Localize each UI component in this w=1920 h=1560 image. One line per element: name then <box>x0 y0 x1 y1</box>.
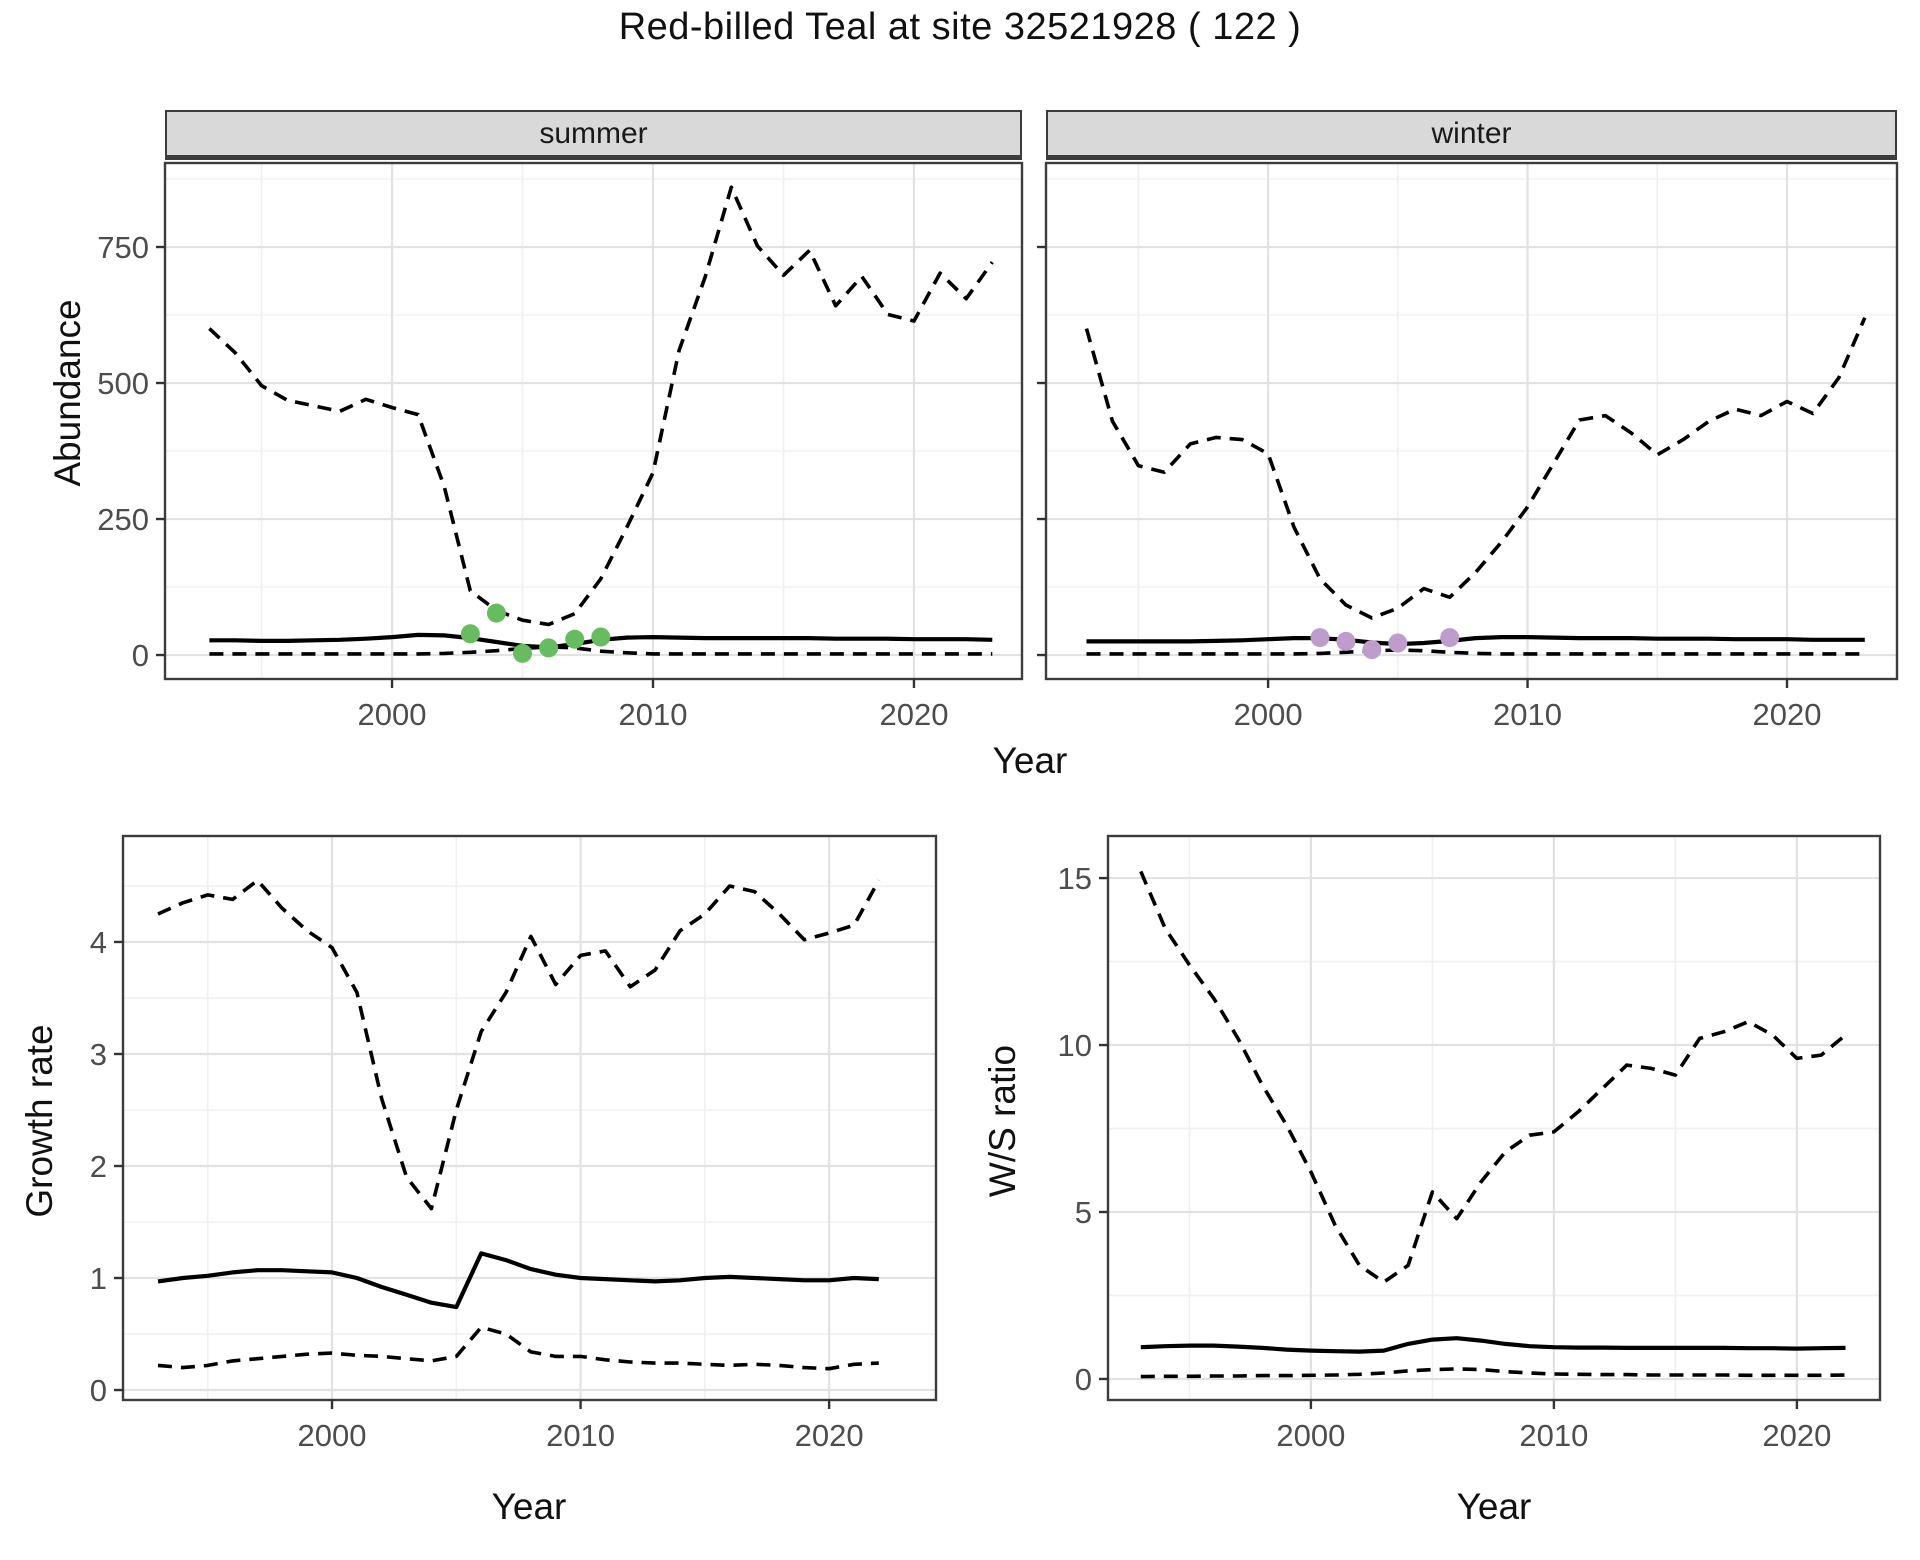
x-tick-label: 2010 <box>1493 697 1562 732</box>
observed-count-points <box>1440 628 1460 648</box>
y-tick-label: 3 <box>90 1037 107 1072</box>
x-tick-label: 2020 <box>1762 1418 1831 1453</box>
ws_ratio-panel <box>1108 836 1880 1400</box>
abundance_winter-ci_upper-line <box>1084 316 1867 620</box>
facet-strip-summer: summer <box>165 110 1022 160</box>
y-tick-label: 0 <box>132 638 149 673</box>
growth_rate-panel <box>123 836 936 1400</box>
y-axis-title-growth-rate: Growth rate <box>19 1024 60 1218</box>
plot-title: Red-billed Teal at site 32521928 ( 122 ) <box>618 6 1302 48</box>
y-tick-label: 2 <box>90 1149 107 1184</box>
ws_ratio-ci_upper-line <box>1139 870 1847 1284</box>
abundance_winter-panel <box>1046 163 1897 679</box>
y-tick-label: 250 <box>97 502 149 537</box>
observed-count-points <box>1310 628 1330 648</box>
observed-count-points <box>565 629 585 649</box>
ws_ratio-panel-border <box>1106 834 1882 1402</box>
y-tick-label: 15 <box>1058 861 1092 896</box>
observed-count-points <box>591 627 611 647</box>
x-tick-label: 2020 <box>795 1418 864 1453</box>
growth_rate-ci_upper-line <box>157 878 881 1211</box>
observed-count-points <box>486 603 506 623</box>
abundance_winter-median-line <box>1086 635 1865 647</box>
abundance_summer-ci_upper-line <box>208 185 994 627</box>
y-tick-label: 500 <box>97 366 149 401</box>
ws_ratio-ci_lower-line <box>1140 1367 1846 1379</box>
observed-count-points <box>513 643 533 663</box>
abundance_summer-ci_lower-line <box>209 645 993 656</box>
y-tick-label: 1 <box>90 1261 107 1296</box>
abundance_winter-panel-border <box>1044 161 1899 681</box>
y-tick-label: 10 <box>1058 1028 1092 1063</box>
x-tick-label: 2010 <box>546 1418 615 1453</box>
x-tick-label: 2020 <box>1753 697 1822 732</box>
facet-strip-winter-label: winter <box>1431 116 1512 150</box>
y-tick-label: 5 <box>1075 1195 1092 1230</box>
x-tick-label: 2000 <box>1276 1418 1345 1453</box>
growth_rate-ci_lower-line <box>157 1325 879 1371</box>
y-tick-label: 4 <box>90 925 107 960</box>
y-tick-label: 750 <box>97 230 149 265</box>
x-axis-title-top: Year <box>992 740 1068 781</box>
growth_rate-panel-border <box>121 834 938 1402</box>
observed-count-points <box>1362 640 1382 660</box>
x-tick-label: 2020 <box>879 697 948 732</box>
x-tick-label: 2000 <box>298 1418 367 1453</box>
observed-count-points <box>460 624 480 644</box>
facet-strip-winter: winter <box>1046 110 1897 160</box>
observed-count-points <box>1388 633 1408 653</box>
x-tick-label: 2000 <box>358 697 427 732</box>
growth_rate-median-line <box>157 1251 879 1310</box>
y-tick-label: 0 <box>1075 1362 1092 1397</box>
y-tick-label: 0 <box>90 1373 107 1408</box>
ws_ratio-median-line <box>1140 1336 1846 1354</box>
facet-strip-summer-label: summer <box>539 116 648 150</box>
abundance_summer-panel-border <box>163 161 1024 681</box>
y-axis-title-ws-ratio: W/S ratio <box>982 1044 1023 1198</box>
x-axis-title-growth-rate: Year <box>491 1486 567 1527</box>
observed-count-points <box>539 638 559 658</box>
abundance_winter-ci_lower-line <box>1086 648 1865 656</box>
x-tick-label: 2010 <box>1519 1418 1588 1453</box>
x-tick-label: 2000 <box>1234 697 1303 732</box>
x-axis-title-ws-ratio: Year <box>1456 1486 1532 1527</box>
x-tick-label: 2010 <box>619 697 688 732</box>
abundance_summer-panel <box>165 163 1022 679</box>
observed-count-points <box>1336 631 1356 651</box>
y-axis-title-abundance: Abundance <box>47 299 88 487</box>
